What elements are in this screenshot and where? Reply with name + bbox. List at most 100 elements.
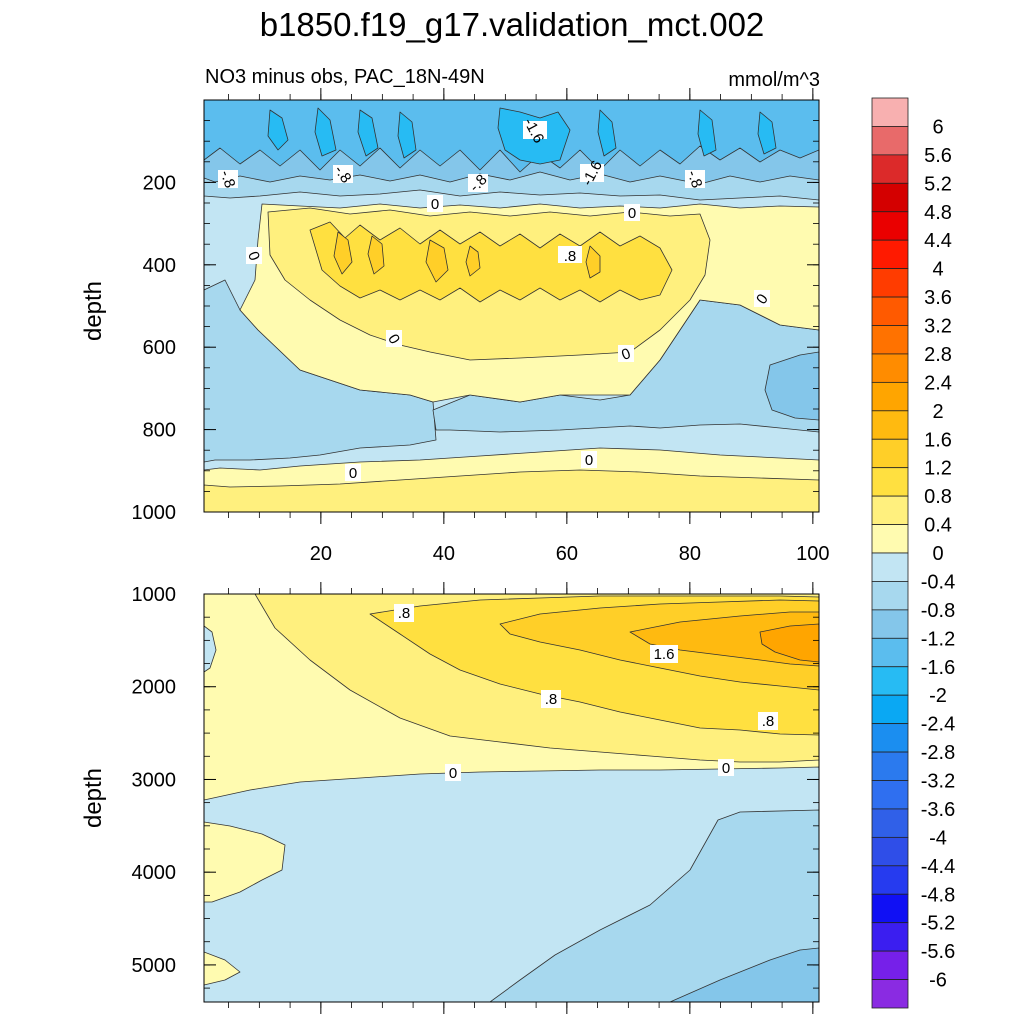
lower-plot-frame <box>203 593 820 1003</box>
colorbar-swatch <box>871 381 909 412</box>
contour-label: -.8 <box>331 162 355 186</box>
colorbar-label: -5.6 <box>921 941 955 963</box>
lower-ticks: 1000 2000 3000 4000 5000 <box>132 582 819 1014</box>
colorbar-label: 0.4 <box>924 515 952 537</box>
y-tick-label: 3000 <box>132 769 177 791</box>
colorbar-label: -2 <box>929 685 947 707</box>
contour-label-text: 0 <box>585 452 593 469</box>
contour-label: 0 <box>384 330 403 347</box>
colorbar-label: -3.6 <box>921 799 955 821</box>
colorbar-label: 3.2 <box>924 316 952 338</box>
contour-label-text: .8 <box>545 691 558 708</box>
x-tick-label: 80 <box>679 543 701 565</box>
contour-label: .8 <box>758 712 778 730</box>
colorbar-label: 4.4 <box>924 230 952 252</box>
colorbar-swatch <box>871 211 909 241</box>
contour-label-text: 0 <box>722 760 730 777</box>
colorbar-swatch <box>871 97 909 127</box>
colorbar-label: 0.8 <box>924 486 952 508</box>
colorbar-swatch <box>871 410 909 440</box>
units-label: mmol/m^3 <box>728 69 820 91</box>
y-tick-label: 2000 <box>132 677 177 699</box>
contour-label-text: .8 <box>564 248 577 265</box>
contour-label: 0 <box>445 764 461 782</box>
contour-label-text: 0 <box>431 196 439 213</box>
contour-label: 0 <box>427 195 443 213</box>
contour-label-text: 0 <box>628 205 636 222</box>
colorbar-label: -0.4 <box>921 571 955 593</box>
colorbar-label: -0.8 <box>921 600 955 622</box>
colorbar-label: 2.4 <box>924 372 952 394</box>
upper-fill-pos08 <box>309 221 673 303</box>
colorbar-swatch <box>871 467 909 497</box>
colorbar-label: 5.6 <box>924 145 952 167</box>
contour-label: .8 <box>558 246 582 265</box>
contour-label: 0 <box>624 204 640 222</box>
y-tick-label: 400 <box>143 255 176 277</box>
contour-label: 0 <box>618 345 634 364</box>
contour-label-text: 0 <box>449 765 457 782</box>
lower-fill-pos2 <box>759 623 819 663</box>
upper-fill-pos12 <box>333 231 601 283</box>
upper-fill-neg2-streaks <box>267 107 777 165</box>
y-tick-label: 5000 <box>132 955 177 977</box>
x-tick-label: 100 <box>796 543 829 565</box>
colorbar-label: -3.2 <box>921 771 955 793</box>
colorbar-swatch <box>871 723 909 753</box>
contour-label: .8 <box>394 604 414 622</box>
colorbar-label: 2 <box>932 401 943 423</box>
colorbar-swatch <box>871 154 909 184</box>
colorbar-label: 6 <box>932 116 943 138</box>
upper-panel: -1.6 -1.6 -.8 -.8 -.8 -.8 0 0 0 0 0 0 0 … <box>80 88 820 524</box>
colorbar-label: 0 <box>932 543 943 565</box>
contour-label-text: .8 <box>762 713 775 730</box>
lower-fill-neg-topleft <box>204 625 217 673</box>
colorbar-swatch <box>871 751 909 781</box>
colorbar-label: 3.6 <box>924 287 952 309</box>
colorbar-swatch <box>871 694 909 725</box>
colorbar-swatch <box>871 780 909 810</box>
colorbar-swatch <box>871 808 909 838</box>
colorbar-label: 4 <box>932 259 943 281</box>
upper-contour-labels: -1.6 -1.6 -.8 -.8 -.8 -.8 0 0 0 0 0 0 0 … <box>217 115 772 482</box>
colorbar-swatch <box>871 950 909 980</box>
y-tick-label: 4000 <box>132 862 177 884</box>
colorbar-swatch <box>871 438 909 469</box>
x-tick-label: 60 <box>556 543 578 565</box>
contour-label: -.8 <box>684 168 706 190</box>
contour-label-text: .8 <box>398 605 411 622</box>
lower-panel: .8 .8 .8 1.6 0 0 1000 2000 3000 4000 5000 de… <box>80 582 820 1014</box>
lower-y-axis-label: depth <box>80 768 107 828</box>
lower-contour-fill <box>204 594 819 1002</box>
colorbar: 6 5.6 5.2 4.8 4.4 4 3.6 3.2 2.8 2.4 2 1.6 1.2 0.8 0.4 0… <box>871 97 955 1009</box>
upper-contour-fill <box>204 100 819 512</box>
colorbar-swatch <box>871 353 909 383</box>
colorbar-swatch <box>871 126 909 156</box>
colorbar-swatch <box>871 666 909 696</box>
contour-label: 0 <box>718 759 734 777</box>
y-tick-label: 600 <box>143 337 176 359</box>
colorbar-swatch <box>871 581 909 611</box>
upper-ticks: 200 400 600 800 1000 <box>132 88 819 524</box>
colorbar-swatch <box>871 524 909 554</box>
y-tick-label: 800 <box>143 420 176 442</box>
y-tick-label: 1000 <box>132 502 177 524</box>
contour-label-text: 1.6 <box>654 646 675 663</box>
colorbar-label: -6 <box>929 970 947 992</box>
colorbar-label: -4.8 <box>921 884 955 906</box>
contour-label: 1.6 <box>650 645 678 663</box>
chart-subtitle: NO3 minus obs, PAC_18N-49N <box>205 66 485 88</box>
contour-label-text: -.8 <box>331 162 355 186</box>
colorbar-label: 2.8 <box>924 344 952 366</box>
colorbar-label: -1.6 <box>921 657 955 679</box>
colorbar-swatch <box>871 552 909 582</box>
colorbar-swatch <box>871 893 909 924</box>
colorbar-label: -4.4 <box>921 856 955 878</box>
contour-label-text: -.8 <box>217 168 239 190</box>
contour-label: .8 <box>541 690 561 708</box>
lower-fill-neg04 <box>489 809 819 1002</box>
contour-label-text: 0 <box>349 465 357 482</box>
colorbar-label: -1.2 <box>921 628 955 650</box>
colorbar-label: -5.2 <box>921 913 955 935</box>
